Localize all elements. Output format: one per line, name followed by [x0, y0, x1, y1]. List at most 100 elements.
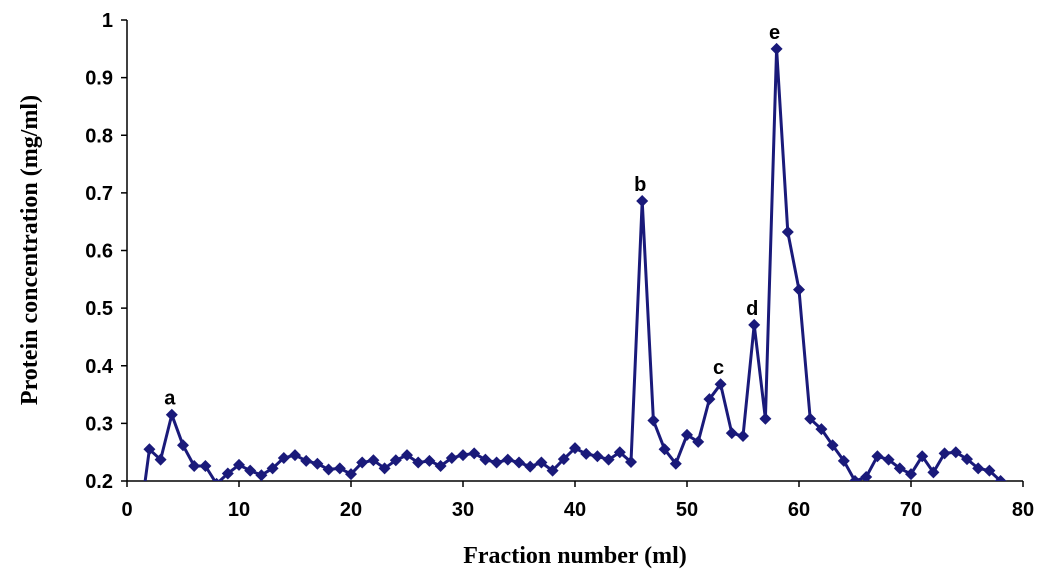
data-point — [613, 446, 626, 459]
data-point — [804, 412, 817, 425]
data-point — [882, 453, 895, 466]
data-point — [557, 453, 570, 466]
data-point — [994, 475, 1007, 481]
data-point — [871, 450, 884, 463]
data-point — [737, 430, 749, 443]
data-point — [479, 453, 492, 466]
data-point — [927, 466, 940, 479]
peak-label: d — [746, 298, 758, 320]
data-point — [983, 464, 996, 477]
data-point — [177, 439, 189, 452]
data-point — [213, 477, 220, 481]
data-point — [412, 456, 425, 469]
data-point — [535, 456, 548, 469]
data-point — [165, 408, 178, 421]
data-point — [961, 453, 973, 466]
data-point — [445, 451, 458, 464]
data-point — [513, 456, 525, 469]
data-point — [636, 194, 649, 207]
data-point — [423, 454, 436, 467]
data-point — [457, 449, 469, 462]
peak-label: c — [713, 357, 724, 379]
data-point — [378, 462, 391, 475]
data-point — [143, 443, 156, 456]
data-point — [501, 453, 514, 466]
y-tick-label: 1 — [102, 10, 113, 32]
data-point — [401, 449, 413, 462]
data-point — [356, 456, 369, 469]
data-point — [569, 442, 581, 455]
plot-area — [132, 42, 1007, 539]
data-point — [244, 464, 257, 477]
data-point — [221, 467, 234, 480]
data-point — [781, 226, 794, 239]
y-tick-label: 0.6 — [85, 241, 113, 263]
peak-label: a — [164, 388, 176, 410]
y-tick-label: 0.5 — [85, 298, 113, 320]
peak-annotations: a b c d e — [164, 22, 780, 410]
data-point — [770, 42, 783, 55]
data-point — [905, 468, 917, 481]
data-point — [714, 378, 727, 391]
x-ticks: 0 10 20 30 40 50 60 70 80 — [121, 481, 1034, 521]
data-point — [972, 462, 985, 475]
data-point — [837, 454, 850, 467]
peak-label: b — [634, 174, 646, 196]
data-point — [333, 462, 346, 475]
data-point — [849, 475, 861, 481]
peak-label: e — [769, 22, 780, 44]
data-point — [748, 318, 761, 331]
data-point — [681, 428, 693, 441]
axes — [126, 20, 1023, 482]
data-point — [759, 412, 772, 425]
x-tick-label: 40 — [564, 499, 586, 521]
x-tick-label: 30 — [452, 499, 474, 521]
data-point — [188, 460, 201, 473]
data-point — [389, 454, 402, 467]
x-tick-label: 80 — [1012, 499, 1034, 521]
x-tick-label: 10 — [228, 499, 250, 521]
data-point — [647, 414, 660, 427]
data-point — [815, 423, 828, 436]
y-tick-label: 0.3 — [85, 413, 113, 435]
y-tick-label: 0.7 — [85, 183, 113, 205]
y-tick-label: 0.9 — [85, 68, 113, 90]
data-point — [669, 457, 682, 470]
y-tick-label: 0.8 — [85, 125, 113, 147]
data-point — [658, 443, 671, 456]
data-point — [826, 439, 839, 452]
data-point — [322, 463, 335, 476]
data-point — [490, 456, 503, 469]
data-point — [591, 450, 604, 463]
x-tick-label: 0 — [121, 499, 132, 521]
data-point — [725, 427, 738, 440]
data-point — [132, 527, 144, 539]
y-tick-label: 0.4 — [85, 356, 114, 378]
data-point — [938, 447, 951, 460]
data-point — [199, 460, 212, 473]
data-point — [233, 458, 245, 471]
series-line — [143, 47, 1002, 481]
y-tick-label: 0.2 — [85, 471, 113, 493]
data-point — [793, 283, 805, 296]
data-point — [692, 435, 705, 448]
data-point — [367, 454, 380, 467]
data-point — [345, 468, 357, 481]
data-point — [893, 462, 906, 475]
data-point — [154, 453, 167, 466]
data-point — [949, 446, 962, 459]
data-point — [434, 460, 447, 473]
data-point — [311, 457, 324, 470]
x-tick-label: 50 — [676, 499, 698, 521]
series-markers — [132, 42, 1007, 539]
data-point — [916, 450, 929, 463]
x-tick-label: 70 — [900, 499, 922, 521]
data-point — [255, 469, 268, 481]
data-point — [546, 464, 559, 477]
data-point — [602, 453, 615, 466]
data-point — [468, 447, 481, 460]
x-tick-label: 60 — [788, 499, 810, 521]
data-point — [300, 454, 313, 467]
data-point — [277, 451, 290, 464]
